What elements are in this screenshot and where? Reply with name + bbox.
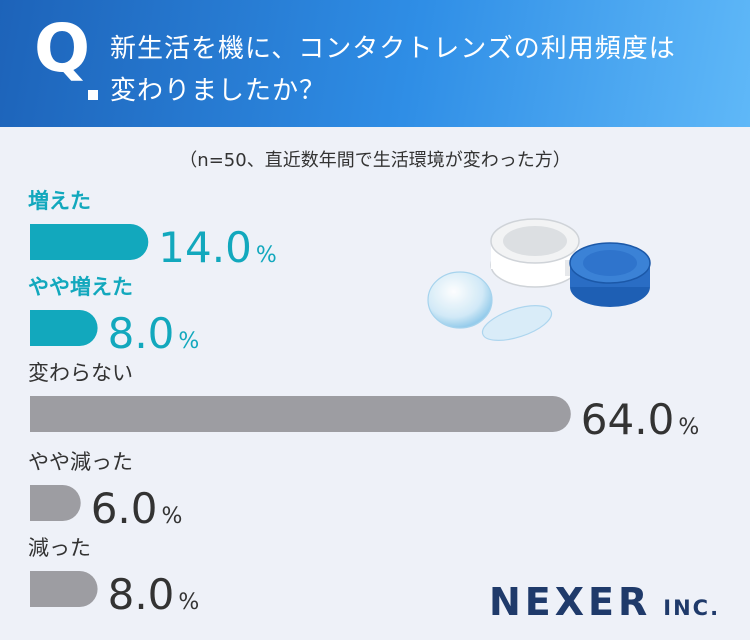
bar — [30, 485, 81, 521]
contact-lens-case-icon — [427, 218, 651, 341]
brand-name: NEXER — [489, 580, 652, 624]
value-label: 14.0% — [158, 223, 276, 272]
nexer-logo: NEXER INC. — [489, 580, 720, 624]
value-label: 8.0% — [108, 570, 200, 619]
bar — [30, 571, 98, 607]
category-label: 増えた — [28, 189, 91, 213]
value-label: 6.0% — [91, 484, 183, 533]
category-label: 減った — [28, 536, 91, 560]
category-label: やや増えた — [28, 275, 133, 299]
q-mark: Q — [34, 10, 91, 87]
bar — [30, 224, 149, 260]
bar — [30, 396, 571, 432]
bar — [30, 310, 98, 346]
value-label: 64.0% — [581, 395, 699, 444]
brand-suffix: INC. — [663, 596, 721, 620]
q-dot — [88, 90, 98, 100]
value-label: 8.0% — [108, 309, 200, 358]
question-line-1: 新生活を機に、コンタクトレンズの利用頻度は — [110, 34, 676, 64]
sample-note: （n=50、直近数年間で生活環境が変わった方） — [179, 150, 571, 171]
question-header: Q 新生活を機に、コンタクトレンズの利用頻度は 変わりましたか？ — [0, 0, 750, 127]
category-label: 変わらない — [28, 361, 133, 385]
question-line-2: 変わりましたか？ — [110, 76, 327, 106]
category-label: やや減った — [28, 450, 133, 474]
